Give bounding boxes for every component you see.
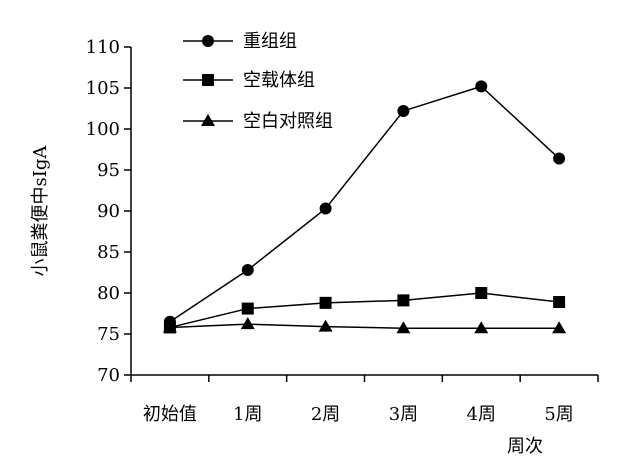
- y-tick-label: 105: [86, 78, 120, 99]
- data-point: [553, 296, 566, 309]
- legend-marker: [202, 35, 214, 47]
- series-3: [162, 317, 567, 334]
- data-point: [319, 202, 332, 215]
- data-point: [397, 104, 410, 117]
- data-point: [240, 317, 255, 330]
- series-line: [169, 292, 560, 329]
- series: [162, 80, 567, 334]
- x-axis-title: 周次: [507, 436, 543, 457]
- series-line: [169, 323, 560, 330]
- x-ticks: 初始值 1周 2周 3周 4周 5周: [130, 375, 599, 425]
- data-point: [552, 321, 567, 334]
- data-point: [474, 321, 489, 334]
- data-point: [318, 319, 333, 332]
- x-tick-label: 1周: [233, 404, 262, 425]
- legend-label: 空载体组: [243, 70, 315, 91]
- legend-label: 重组组: [243, 31, 297, 52]
- y-tick-label: 75: [97, 324, 120, 345]
- y-tick-label: 85: [97, 242, 120, 263]
- y-tick-label: 70: [97, 365, 120, 386]
- x-tick-label: 5周: [544, 404, 573, 425]
- y-ticks: 70 75 80 85 90 95 100 105 110: [86, 37, 131, 386]
- series-line: [169, 85, 560, 323]
- data-point: [397, 294, 410, 307]
- legend-item: 重组组: [183, 31, 297, 52]
- series-1: [163, 80, 566, 328]
- data-point: [241, 302, 254, 315]
- y-tick-label: 110: [86, 37, 120, 58]
- data-point: [475, 287, 488, 299]
- legend-label: 空白对照组: [243, 111, 333, 132]
- legend-item: 空白对照组: [183, 111, 333, 132]
- y-tick-label: 100: [86, 119, 120, 140]
- x-tick-label: 2周: [311, 404, 340, 425]
- data-point: [475, 80, 488, 93]
- y-tick-label: 95: [97, 160, 120, 181]
- data-point: [553, 152, 566, 165]
- x-tick-label: 初始值: [143, 404, 197, 425]
- data-point: [241, 264, 254, 277]
- y-axis-title: 小鼠粪便中sIgA: [30, 145, 51, 277]
- legend-marker: [202, 74, 214, 86]
- data-point: [396, 321, 411, 334]
- legend-item: 空载体组: [183, 70, 315, 91]
- y-tick-label: 80: [97, 283, 120, 304]
- legend-marker: [201, 114, 215, 126]
- data-point: [319, 296, 332, 309]
- data-point: [162, 320, 177, 333]
- series-2: [163, 287, 566, 334]
- x-tick-label: 4周: [467, 404, 496, 425]
- x-tick-label: 3周: [389, 404, 418, 425]
- y-tick-label: 90: [97, 201, 120, 222]
